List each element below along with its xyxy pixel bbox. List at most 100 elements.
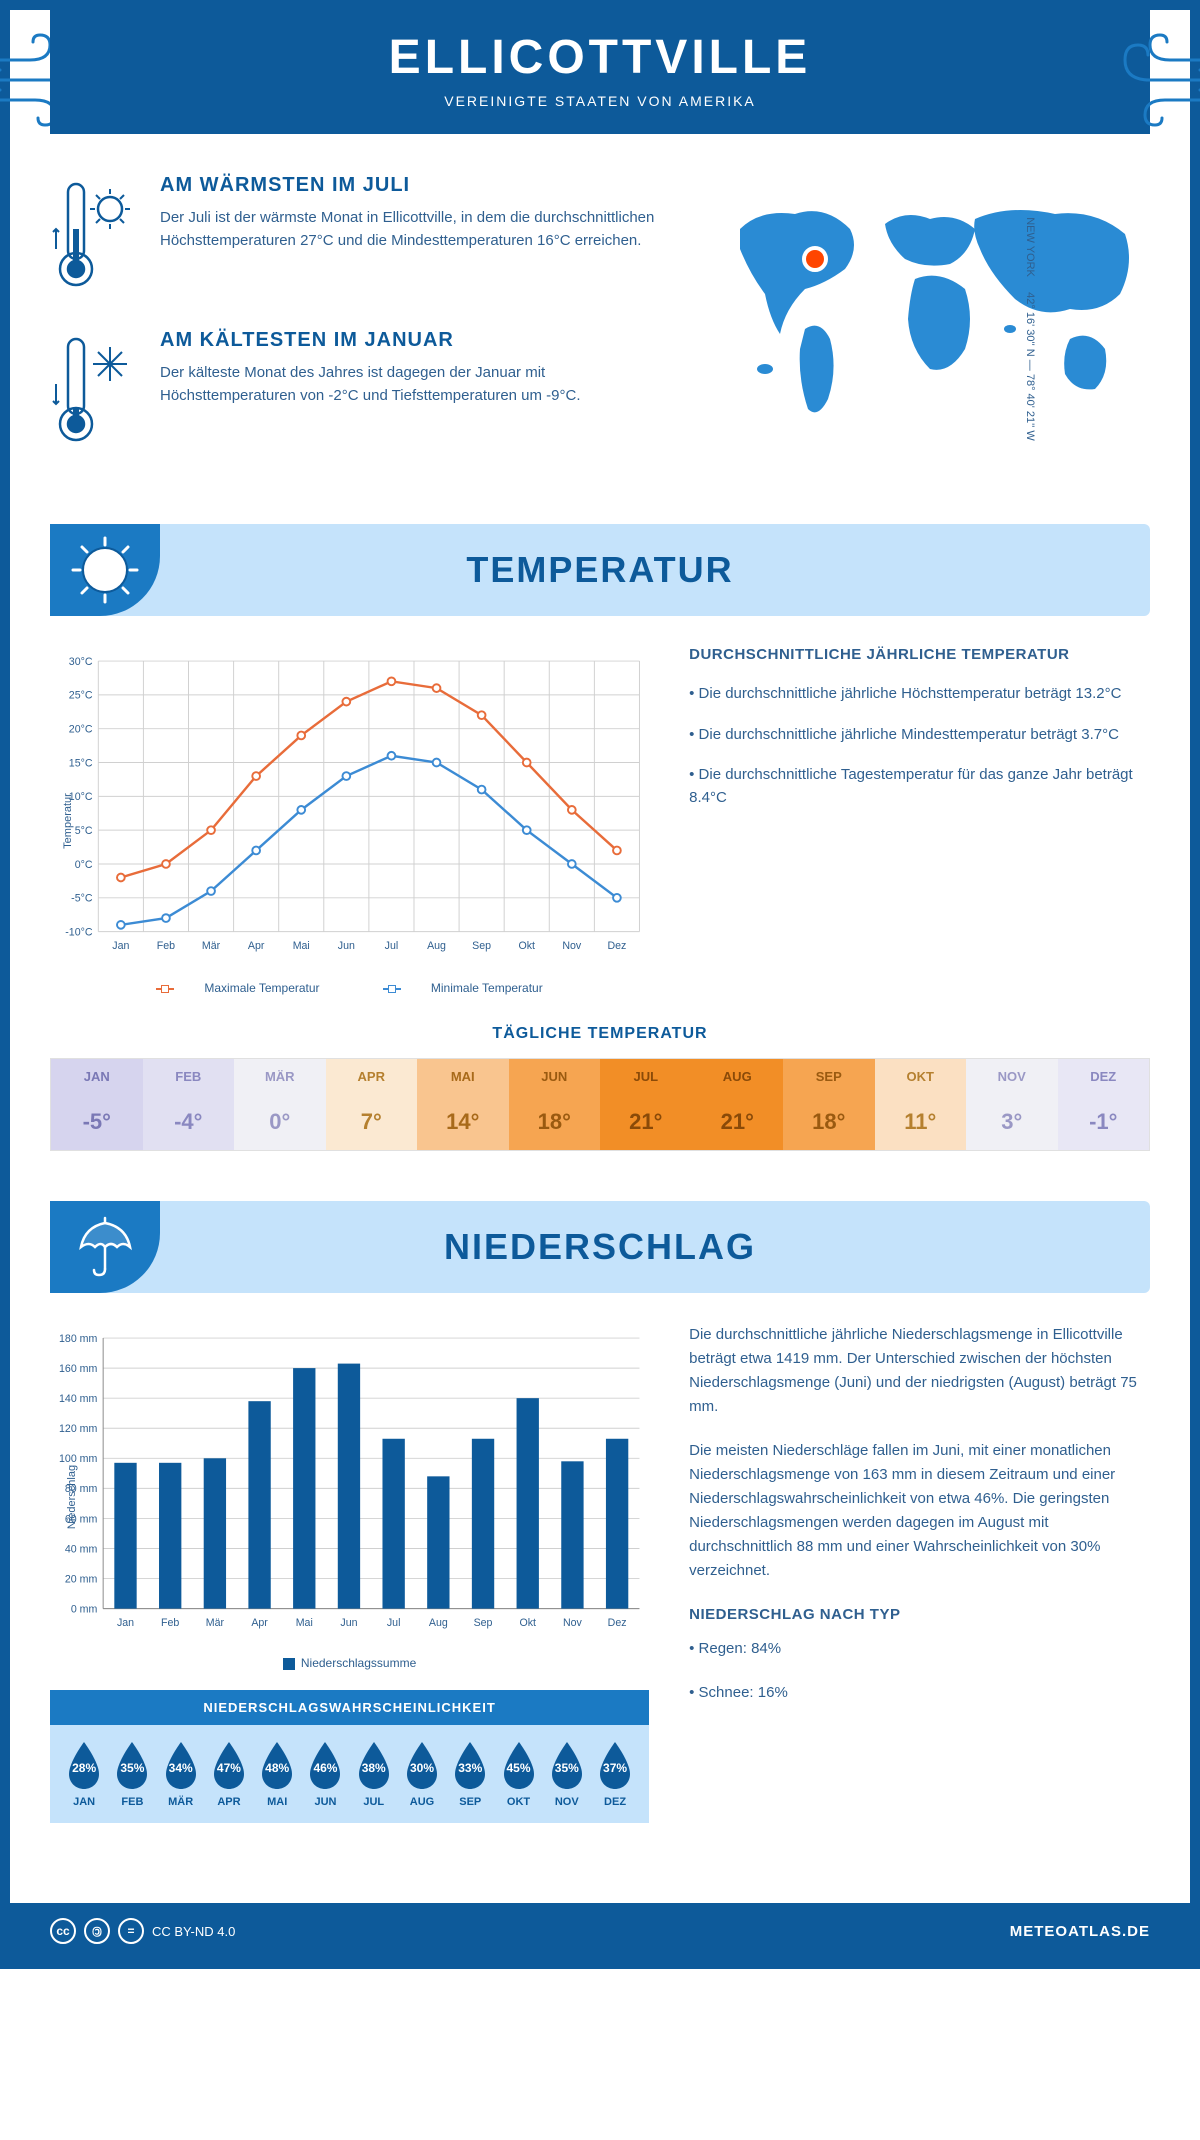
temp-cell: DEZ-1° [1058,1059,1150,1150]
temp-cell: SEP18° [783,1059,875,1150]
footer: cc 🄯 = CC BY-ND 4.0 METEOATLAS.DE [10,1903,1190,1959]
svg-text:Okt: Okt [518,940,535,952]
svg-text:100 mm: 100 mm [59,1453,97,1465]
svg-text:20°C: 20°C [69,724,93,736]
probability-box: NIEDERSCHLAGSWAHRSCHEINLICHKEIT 28% JAN … [50,1690,649,1823]
precipitation-chart: Niederschlag 0 mm20 mm40 mm60 mm80 mm100… [50,1323,649,1670]
raindrop-icon: 46% [305,1740,345,1790]
temp-cell: JUN18° [509,1059,601,1150]
precip-ylabel: Niederschlag [66,1464,78,1528]
svg-text:Jan: Jan [117,1617,134,1629]
svg-text:Feb: Feb [157,940,175,952]
probability-row: 28% JAN 35% FEB 34% MÄR 47% APR 48% MAI [50,1725,649,1823]
svg-text:160 mm: 160 mm [59,1363,97,1375]
svg-text:Mai: Mai [296,1617,313,1629]
prob-cell: 34% MÄR [157,1740,205,1808]
temp-cell: NOV3° [966,1059,1058,1150]
nd-icon: = [118,1918,144,1944]
prob-cell: 28% JAN [60,1740,108,1808]
temp-notes-heading: DURCHSCHNITTLICHE JÄHRLICHE TEMPERATUR [689,646,1150,663]
prob-cell: 30% AUG [398,1740,446,1808]
precip-type-1: • Regen: 84% [689,1637,1150,1661]
wind-icon-right [1100,30,1200,130]
prob-cell: 46% JUN [301,1740,349,1808]
svg-text:Feb: Feb [161,1617,179,1629]
temperature-notes: DURCHSCHNITTLICHE JÄHRLICHE TEMPERATUR •… [689,646,1150,995]
svg-text:25°C: 25°C [69,690,93,702]
raindrop-icon: 38% [354,1740,394,1790]
svg-text:0 mm: 0 mm [71,1603,98,1615]
svg-text:Jun: Jun [338,940,355,952]
svg-text:Mär: Mär [206,1617,225,1629]
svg-text:180 mm: 180 mm [59,1333,97,1345]
svg-text:Dez: Dez [608,1617,627,1629]
svg-text:Mär: Mär [202,940,221,952]
svg-text:-10°C: -10°C [65,926,93,938]
daily-temp-title: TÄGLICHE TEMPERATUR [50,1025,1150,1043]
svg-text:Dez: Dez [607,940,626,952]
raindrop-icon: 33% [450,1740,490,1790]
daily-temp-table: JAN-5° FEB-4° MÄR0° APR7° MAI14° JUN18° … [50,1058,1150,1151]
content: AM WÄRMSTEN IM JULI Der Juli ist der wär… [10,134,1190,1863]
raindrop-icon: 34% [161,1740,201,1790]
cc-icon: cc [50,1918,76,1944]
raindrop-icon: 35% [547,1740,587,1790]
svg-text:Apr: Apr [248,940,265,952]
temperature-heading: TEMPERATUR [75,549,1125,591]
world-map: NEW YORK 42° 16' 30'' N — 78° 40' 21'' W [710,174,1150,484]
precip-p1: Die durchschnittliche jährliche Niedersc… [689,1323,1150,1419]
svg-text:Apr: Apr [251,1617,268,1629]
prob-cell: 38% JUL [350,1740,398,1808]
header: ELLICOTTVILLE VEREINIGTE STAATEN VON AME… [50,10,1150,134]
temp-cell: MAI14° [417,1059,509,1150]
warmest-text: AM WÄRMSTEN IM JULI Der Juli ist der wär… [160,174,670,299]
svg-text:Nov: Nov [562,940,582,952]
temp-note-3: • Die durchschnittliche Tagestemperatur … [689,764,1150,809]
svg-text:Aug: Aug [427,940,446,952]
temp-cell: FEB-4° [143,1059,235,1150]
temp-cell: APR7° [326,1059,418,1150]
temp-cell: JUL21° [600,1059,692,1150]
svg-text:Jul: Jul [387,1617,401,1629]
precipitation-text: Die durchschnittliche jährliche Niedersc… [689,1323,1150,1823]
warm-cold-text: AM WÄRMSTEN IM JULI Der Juli ist der wär… [50,174,670,484]
svg-text:-5°C: -5°C [71,893,93,905]
warm-cold-section: AM WÄRMSTEN IM JULI Der Juli ist der wär… [50,174,1150,484]
infographic-page: ELLICOTTVILLE VEREINIGTE STAATEN VON AME… [0,0,1200,1969]
temp-cell: AUG21° [692,1059,784,1150]
svg-text:Aug: Aug [429,1617,448,1629]
raindrop-icon: 30% [402,1740,442,1790]
svg-text:15°C: 15°C [69,757,93,769]
temp-cell: MÄR0° [234,1059,326,1150]
thermometer-cold-icon [50,329,140,454]
prob-cell: 37% DEZ [591,1740,639,1808]
city-title: ELLICOTTVILLE [50,30,1150,85]
raindrop-icon: 37% [595,1740,635,1790]
temp-note-2: • Die durchschnittliche jährliche Mindes… [689,724,1150,747]
probability-title: NIEDERSCHLAGSWAHRSCHEINLICHKEIT [50,1690,649,1725]
warmest-block: AM WÄRMSTEN IM JULI Der Juli ist der wär… [50,174,670,299]
temp-ylabel: Temperatur [62,793,74,849]
temperature-chart: Temperatur -10°C-5°C0°C5°C10°C15°C20°C25… [50,646,649,995]
sun-banner-icon [50,524,160,616]
prob-cell: 47% APR [205,1740,253,1808]
warmest-heading: AM WÄRMSTEN IM JULI [160,174,670,197]
prob-cell: 48% MAI [253,1740,301,1808]
umbrella-banner-icon [50,1201,160,1293]
coldest-block: AM KÄLTESTEN IM JANUAR Der kälteste Mona… [50,329,670,454]
svg-text:Sep: Sep [472,940,491,952]
warmest-para: Der Juli ist der wärmste Monat in Ellico… [160,207,670,252]
temp-cell: JAN-5° [51,1059,143,1150]
precip-legend: Niederschlagssumme [50,1656,649,1670]
temperature-banner: TEMPERATUR [50,524,1150,616]
temperature-row: Temperatur -10°C-5°C0°C5°C10°C15°C20°C25… [50,646,1150,995]
svg-text:30°C: 30°C [69,656,93,668]
license: cc 🄯 = CC BY-ND 4.0 [50,1918,235,1944]
svg-text:Jun: Jun [340,1617,357,1629]
svg-text:Okt: Okt [519,1617,536,1629]
coldest-para: Der kälteste Monat des Jahres ist dagege… [160,362,670,407]
raindrop-icon: 35% [112,1740,152,1790]
prob-cell: 35% FEB [108,1740,156,1808]
site-name: METEOATLAS.DE [1010,1923,1150,1940]
coldest-text: AM KÄLTESTEN IM JANUAR Der kälteste Mona… [160,329,670,454]
